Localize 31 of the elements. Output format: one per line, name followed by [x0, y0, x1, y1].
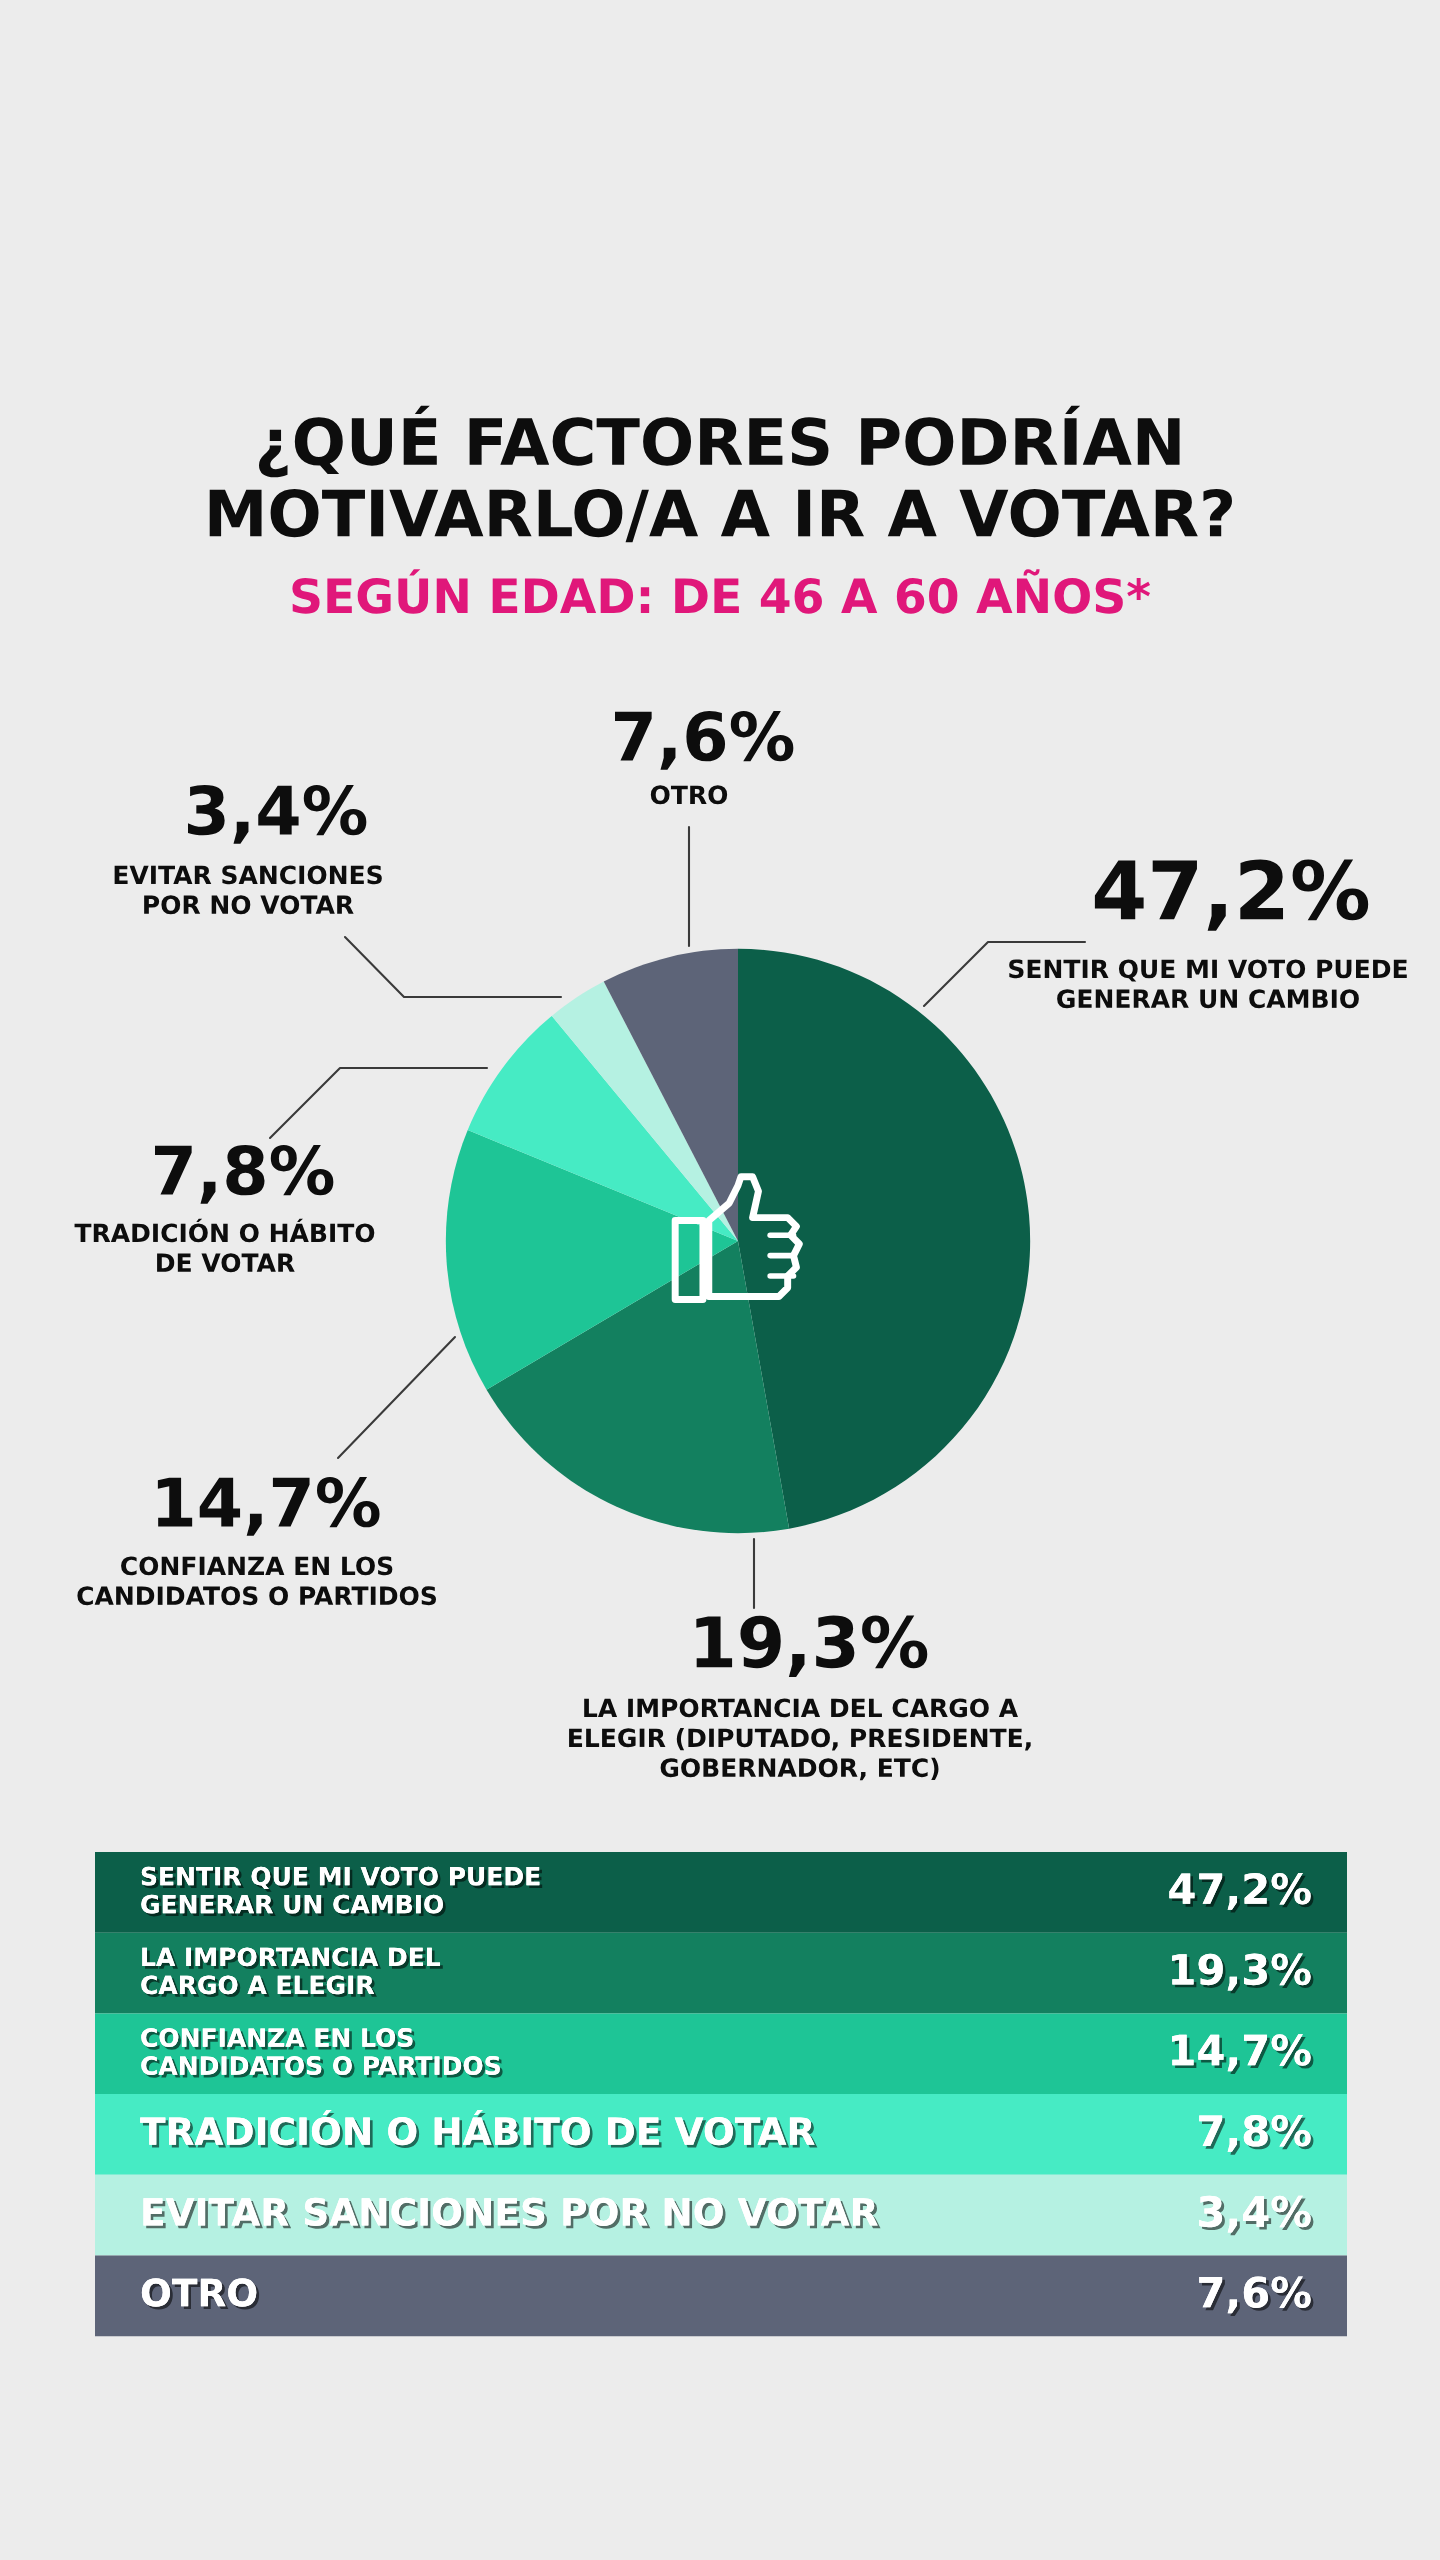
text: CONFIANZA EN LOS CANDIDATOS O PARTIDOS	[141, 2028, 503, 2078]
slice-label: EVITAR SANCIONES POR NO VOTAR	[114, 865, 382, 915]
slice-label: LA IMPORTANCIA DEL CARGO A ELEGIR (DIPUTADO, PRESIDENTE, GOBERNADOR, ETC)	[569, 1698, 1031, 1781]
text: 7,6%	[1199, 2276, 1311, 2314]
pie-slice	[603, 948, 738, 1241]
data-label: 19,3%	[696, 1615, 928, 1678]
chart-subtitle: SEGÚN EDAD: DE 46 A 60 AÑOS*	[292, 569, 1151, 614]
data-label: 14,7%	[157, 1476, 380, 1536]
text: OTRO	[141, 2278, 260, 2310]
chart-title: ¿QUÉ FACTORES PODRÍAN MOTIVARLO/A A IR A VOTAR?	[209, 405, 1232, 543]
data-label: 47,2%	[1094, 859, 1369, 931]
slice-label: OTRO	[650, 785, 728, 805]
text: 3,4%	[1199, 2195, 1311, 2233]
data-label: 7,6%	[615, 710, 794, 770]
text: 7,8%	[1199, 2115, 1311, 2152]
data-label: 3,4%	[188, 784, 367, 844]
text: TRADICIÓN O HÁBITO DE VOTAR	[140, 2110, 818, 2149]
text: 19,3%	[1172, 1953, 1311, 1991]
pie-slice	[486, 1241, 790, 1534]
text: SENTIR QUE MI VOTO PUEDE GENERAR UN CAMBIO	[141, 1866, 543, 1917]
text: 47,2%	[1169, 1872, 1311, 1910]
pie-slice	[551, 981, 738, 1241]
text: EVITAR SANCIONES POR NO VOTAR	[143, 2197, 881, 2229]
slice-label: SENTIR QUE MI VOTO PUEDE GENERAR UN CAMBIO	[1009, 959, 1407, 1009]
slice-label: CONFIANZA EN LOS CANDIDATOS O PARTIDOS	[77, 1556, 437, 1606]
text: LA IMPORTANCIA DEL CARGO A ELEGIR	[141, 1947, 443, 1998]
text: 14,7%	[1172, 2034, 1311, 2072]
data-label: 7,8%	[155, 1144, 334, 1204]
pie-slice	[467, 1015, 738, 1241]
slice-label: TRADICIÓN O HÁBITO DE VOTAR	[74, 1218, 375, 1273]
pie-slice	[445, 1130, 738, 1390]
